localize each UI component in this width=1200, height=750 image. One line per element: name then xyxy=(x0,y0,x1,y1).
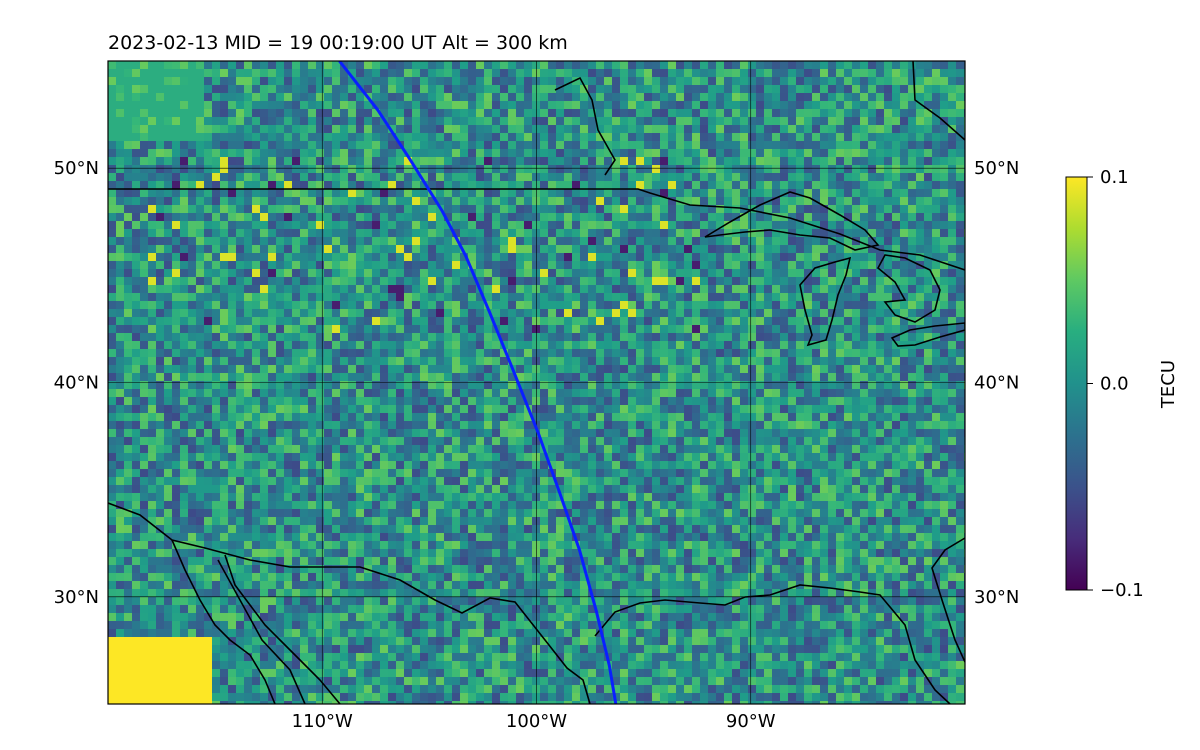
lat-tick-label: 40°N xyxy=(54,373,99,394)
lat-tick-label-right: 50°N xyxy=(974,158,1019,179)
colorbar-label: TECU xyxy=(1158,360,1179,409)
colorbar-tick-label: 0.0 xyxy=(1100,374,1129,395)
map-title: 2023-02-13 MID = 19 00:19:00 UT Alt = 30… xyxy=(108,32,568,54)
lake-huron xyxy=(876,254,941,323)
canada-us-border xyxy=(108,188,965,271)
tec-heatmap xyxy=(108,61,965,704)
texas-border xyxy=(108,502,591,704)
colorbar-ticks: −0.1 0.0 0.1 xyxy=(1087,167,1144,601)
colorbar-gradient xyxy=(1065,176,1088,591)
lat-ticks-left: 30°N 40°N 50°N xyxy=(54,158,99,608)
gulf-coast xyxy=(594,584,951,704)
lat-tick-label-right: 30°N xyxy=(974,587,1019,608)
colorbar: −0.1 0.0 0.1 TECU xyxy=(1065,167,1179,601)
lon-ticks: 110°W 100°W 90°W xyxy=(292,711,776,732)
james-bay-coast xyxy=(554,76,616,176)
baja-coast xyxy=(171,539,276,704)
lake-superior xyxy=(704,191,880,251)
lon-tick-label: 100°W xyxy=(506,711,567,732)
lat-ticks-right: 30°N 40°N 50°N xyxy=(974,158,1019,608)
lat-tick-label-right: 40°N xyxy=(974,373,1019,394)
colorbar-tick-label: 0.1 xyxy=(1100,167,1129,188)
lake-michigan xyxy=(799,256,852,347)
colorbar-tick-label: −0.1 xyxy=(1100,580,1144,601)
lon-tick-label: 90°W xyxy=(726,711,776,732)
lat-tick-label: 50°N xyxy=(54,158,99,179)
mexico-inner-coast xyxy=(217,559,306,704)
mexico-west-coast xyxy=(224,554,341,704)
lon-tick-label: 110°W xyxy=(292,711,353,732)
canada-coast xyxy=(912,61,965,141)
lake-erie xyxy=(890,322,965,347)
coastlines xyxy=(108,61,965,704)
map-frame xyxy=(107,60,966,705)
florida-coast xyxy=(931,537,965,663)
lat-tick-label: 30°N xyxy=(54,587,99,608)
graticule xyxy=(108,61,965,704)
map-panel xyxy=(108,61,965,704)
satellite-track xyxy=(338,61,618,704)
